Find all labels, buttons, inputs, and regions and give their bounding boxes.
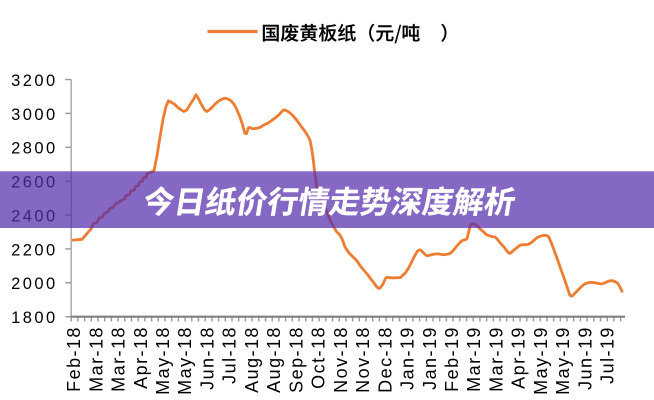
svg-text:May-18: May-18 <box>175 326 195 395</box>
svg-text:2800: 2800 <box>11 140 58 158</box>
svg-text:Feb-18: Feb-18 <box>64 326 84 392</box>
svg-text:Apr-19: Apr-19 <box>509 326 529 389</box>
svg-text:Sep-18: Sep-18 <box>286 326 306 393</box>
svg-text:May-19: May-19 <box>531 326 551 395</box>
svg-text:Jun-19: Jun-19 <box>575 326 595 390</box>
svg-text:Oct-18: Oct-18 <box>309 326 329 389</box>
svg-text:2200: 2200 <box>11 241 58 259</box>
svg-text:Dec-18: Dec-18 <box>375 326 395 393</box>
svg-text:Jul-19: Jul-19 <box>598 326 618 384</box>
svg-text:3200: 3200 <box>11 72 58 90</box>
svg-text:Mar-18: Mar-18 <box>109 326 129 392</box>
svg-text:May-18: May-18 <box>153 326 173 395</box>
svg-text:2000: 2000 <box>11 275 58 293</box>
svg-text:Mar-18: Mar-18 <box>86 326 106 392</box>
svg-text:Jan-19: Jan-19 <box>420 326 440 390</box>
svg-text:Aug-18: Aug-18 <box>264 326 284 393</box>
svg-text:Mar-19: Mar-19 <box>464 326 484 392</box>
svg-text:Apr-18: Apr-18 <box>131 326 151 389</box>
svg-text:Jul-18: Jul-18 <box>220 326 240 384</box>
svg-text:Aug-18: Aug-18 <box>242 326 262 393</box>
svg-text:Nov-18: Nov-18 <box>353 326 373 393</box>
svg-text:Nov-18: Nov-18 <box>331 326 351 393</box>
svg-text:Jan-19: Jan-19 <box>398 326 418 390</box>
svg-text:1800: 1800 <box>11 309 58 327</box>
svg-text:3000: 3000 <box>11 106 58 124</box>
svg-text:Mar-19: Mar-19 <box>487 326 507 392</box>
svg-text:Jun-18: Jun-18 <box>198 326 218 390</box>
svg-text:Feb-19: Feb-19 <box>442 326 462 392</box>
svg-text:May-19: May-19 <box>553 326 573 395</box>
